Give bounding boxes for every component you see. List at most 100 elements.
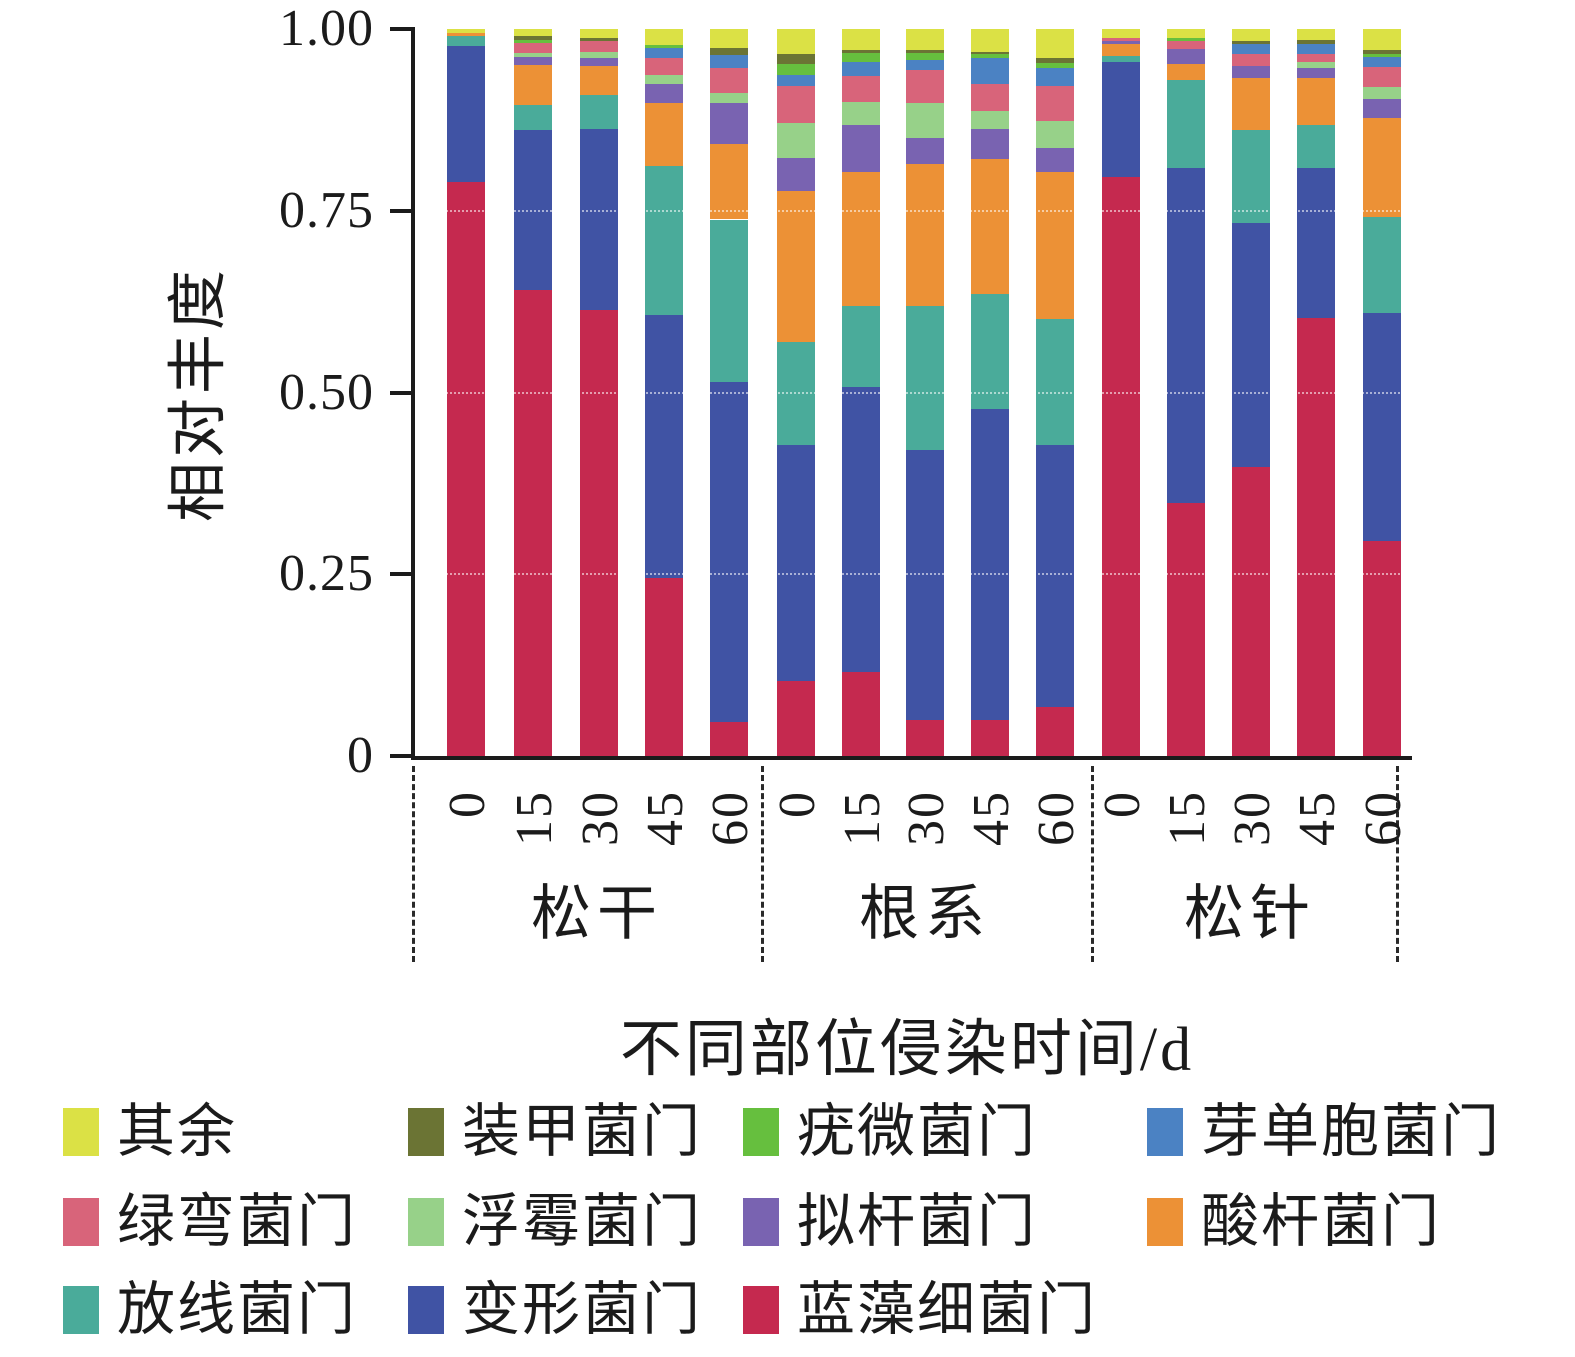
bar-segment xyxy=(1363,53,1401,57)
x-tick-label: 0 xyxy=(439,790,496,818)
y-tick xyxy=(390,390,411,395)
y-tick xyxy=(390,208,411,213)
bar-segment xyxy=(1036,68,1074,87)
bar-segment xyxy=(1036,171,1074,320)
bar-segment xyxy=(1167,37,1205,42)
bar-segment xyxy=(580,37,618,42)
bar-segment xyxy=(710,219,748,382)
bar-segment xyxy=(1232,223,1270,468)
bar-segment xyxy=(906,29,944,51)
legend-swatch xyxy=(63,1198,99,1246)
bar xyxy=(447,29,485,756)
bar-segment xyxy=(906,306,944,450)
legend-swatch xyxy=(743,1286,779,1334)
bar-segment xyxy=(842,29,880,51)
bar-segment xyxy=(906,53,944,61)
group-separator xyxy=(1396,766,1399,962)
bar-segment xyxy=(580,66,618,96)
bar-segment xyxy=(710,55,748,69)
bar-segment xyxy=(710,47,748,56)
bar xyxy=(971,29,1009,756)
bar-segment xyxy=(514,64,552,106)
x-tick-label: 15 xyxy=(506,790,563,846)
x-tick-label: 60 xyxy=(702,790,759,846)
bar xyxy=(1363,29,1401,756)
bar xyxy=(1036,29,1074,756)
bar-segment xyxy=(1363,66,1401,88)
bar-segment xyxy=(777,74,815,87)
y-tick xyxy=(390,572,411,577)
bar xyxy=(710,29,748,756)
x-tick-label: 0 xyxy=(1094,790,1151,818)
gridline xyxy=(417,573,1408,576)
legend-label: 芽单胞菌门 xyxy=(1201,1099,1502,1164)
bar-segment xyxy=(906,449,944,720)
bar xyxy=(1297,29,1335,756)
bar-segment xyxy=(580,51,618,59)
y-tick xyxy=(390,27,411,31)
bar-segment xyxy=(1297,67,1335,78)
bar-segment xyxy=(1167,29,1205,38)
bar-segment xyxy=(1297,29,1335,40)
bar-segment xyxy=(645,29,683,45)
bar-segment xyxy=(1297,124,1335,168)
legend-label: 酸杆菌门 xyxy=(1201,1189,1442,1254)
bar-segment xyxy=(971,159,1009,295)
bar-segment xyxy=(580,41,618,52)
group-separator xyxy=(1091,766,1094,962)
legend-label: 放线菌门 xyxy=(117,1277,358,1342)
bar-segment xyxy=(645,165,683,315)
bar-segment xyxy=(1036,29,1074,59)
bar-segment xyxy=(971,409,1009,720)
bar-segment xyxy=(447,181,485,756)
legend-label: 变形菌门 xyxy=(462,1277,703,1342)
bar-segment xyxy=(1167,63,1205,80)
bar-segment xyxy=(842,387,880,672)
bar-segment xyxy=(580,129,618,311)
bar-segment xyxy=(514,53,552,57)
bar-segment xyxy=(1232,44,1270,55)
x-tick-label: 15 xyxy=(834,790,891,846)
bar-segment xyxy=(514,290,552,756)
bar-segment xyxy=(1363,56,1401,67)
gridline xyxy=(417,391,1408,394)
legend-swatch xyxy=(408,1108,444,1156)
bar-segment xyxy=(971,111,1009,130)
bar-segment xyxy=(1363,98,1401,119)
bar-segment xyxy=(710,143,748,220)
bar-segment xyxy=(777,157,815,192)
bar-segment xyxy=(1363,29,1401,51)
group-label-1: 松干 xyxy=(531,881,663,947)
bar-segment xyxy=(1036,444,1074,707)
bar-segment xyxy=(1297,77,1335,125)
bar-segment xyxy=(906,50,944,53)
x-tick-label: 60 xyxy=(1028,790,1085,846)
bar-segment xyxy=(906,163,944,306)
bar-segment xyxy=(1102,61,1140,177)
x-axis-title: 不同部位侵染时间/d xyxy=(619,1016,1195,1084)
bar xyxy=(1167,29,1205,756)
x-tick-label: 30 xyxy=(898,790,955,846)
bar-segment xyxy=(580,310,618,756)
bar-segment xyxy=(1232,66,1270,78)
y-tick-label: 0.25 xyxy=(279,545,374,603)
bar-segment xyxy=(777,29,815,54)
legend-label: 浮霉菌门 xyxy=(462,1189,703,1254)
bar-segment xyxy=(447,29,485,34)
bar-segment xyxy=(906,719,944,756)
bar-segment xyxy=(842,76,880,102)
bar-segment xyxy=(1232,41,1270,45)
bar-segment xyxy=(777,444,815,682)
y-tick-label: 0 xyxy=(347,727,374,784)
bar xyxy=(1232,29,1270,756)
legend-swatch xyxy=(63,1286,99,1334)
bar-segment xyxy=(580,95,618,130)
bar-segment xyxy=(777,86,815,123)
bar-segment xyxy=(1102,176,1140,756)
bar xyxy=(645,29,683,756)
bar-segment xyxy=(645,103,683,166)
legend-label: 装甲菌门 xyxy=(462,1099,703,1164)
group-label-3: 松针 xyxy=(1184,881,1316,947)
bar-segment xyxy=(1036,63,1074,69)
x-tick-label: 0 xyxy=(769,790,826,818)
